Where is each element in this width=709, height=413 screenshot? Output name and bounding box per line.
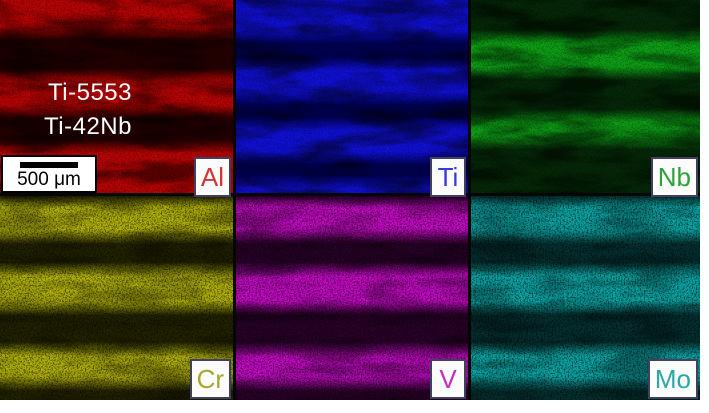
eds-map-v: V <box>236 196 468 400</box>
element-label-mo: Mo <box>647 359 698 399</box>
element-symbol-nb: Nb <box>657 162 691 192</box>
element-symbol-v: V <box>439 364 457 394</box>
element-symbol-cr: Cr <box>196 364 224 394</box>
scale-bar-label: 500 μm <box>17 169 81 190</box>
element-symbol-ti: Ti <box>437 162 459 192</box>
alloy-label-ti42nb: Ti-42Nb <box>44 113 132 140</box>
nb-map-texture <box>471 0 700 193</box>
element-label-nb: Nb <box>650 157 698 197</box>
element-label-cr: Cr <box>189 359 231 399</box>
scale-bar-line <box>20 162 78 168</box>
map-grid: Ti-5553 Ti-42Nb 500 μm Al <box>0 0 700 400</box>
eds-map-ti: Ti <box>236 0 468 197</box>
element-label-ti: Ti <box>430 157 466 197</box>
ti-map-texture <box>236 0 468 193</box>
cr-map-texture <box>0 196 233 400</box>
al-map-texture <box>0 0 233 193</box>
element-label-al: Al <box>193 157 231 197</box>
eds-map-cr: Cr <box>0 196 233 400</box>
element-symbol-mo: Mo <box>654 364 691 394</box>
element-label-v: V <box>430 359 466 399</box>
element-symbol-al: Al <box>200 162 224 192</box>
scale-bar: 500 μm <box>1 155 97 193</box>
eds-map-mo: Mo <box>471 196 700 400</box>
v-map-texture <box>236 196 468 400</box>
eds-map-al: Ti-5553 Ti-42Nb 500 μm Al <box>0 0 233 197</box>
eds-map-nb: Nb <box>471 0 700 197</box>
alloy-label-ti5553: Ti-5553 <box>48 79 132 106</box>
